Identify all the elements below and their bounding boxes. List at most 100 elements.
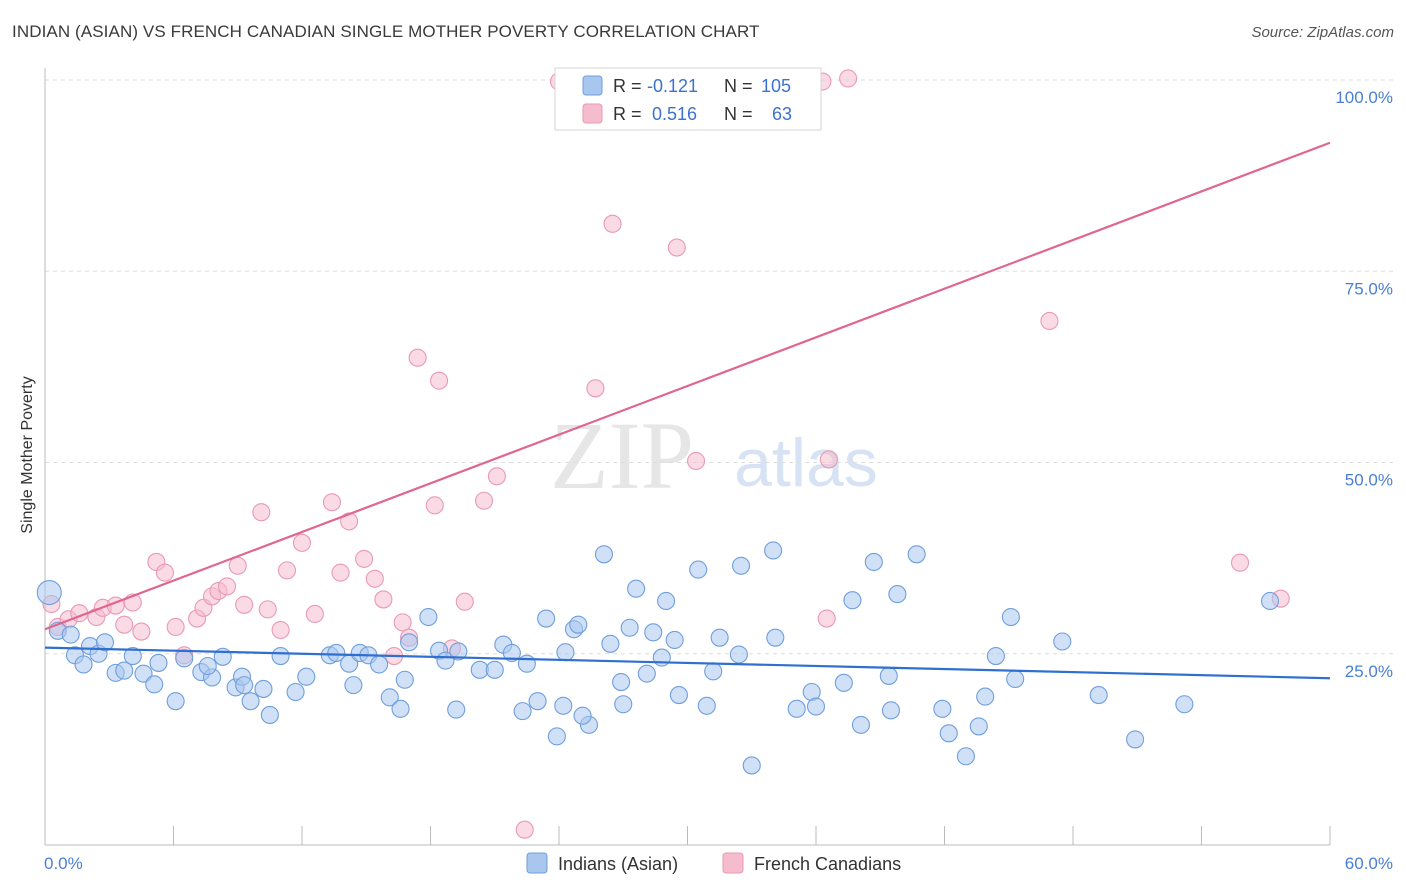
- point-indians-asian: [419, 607, 438, 627]
- point-indians-asian: [1053, 632, 1072, 651]
- trend-lines: [44, 141, 1331, 680]
- point-indians-asian: [1260, 591, 1280, 611]
- point-indians-asian: [449, 642, 468, 661]
- y-tick-labels: 25.0% 50.0% 75.0% 100.0%: [1335, 88, 1393, 681]
- point-indians-asian: [569, 615, 588, 634]
- point-french-canadians: [1040, 311, 1059, 331]
- point-indians-asian: [502, 643, 521, 663]
- point-indians-asian: [704, 662, 723, 681]
- stats-r-label-2: R =: [613, 104, 642, 124]
- point-indians-asian: [1006, 669, 1025, 689]
- point-indians-asian: [115, 661, 134, 680]
- point-indians-asian: [614, 695, 633, 714]
- point-indians-asian: [95, 633, 115, 652]
- point-french-canadians: [487, 467, 506, 486]
- point-french-canadians: [667, 238, 686, 257]
- stats-r-value-1: -0.121: [647, 76, 698, 96]
- stats-legend-swatch-blue: [582, 75, 603, 96]
- stats-legend: R = -0.121 N = 105 R = 0.516 N = 63: [554, 67, 822, 131]
- point-indians-asian: [976, 687, 995, 706]
- point-indians-asian: [271, 646, 290, 666]
- point-french-canadians: [1231, 553, 1250, 572]
- point-french-canadians: [586, 379, 605, 398]
- point-indians-asian: [528, 692, 547, 711]
- y-tick-label: 75.0%: [1345, 279, 1393, 298]
- point-french-canadians: [115, 615, 134, 634]
- trend-line-french-canadians: [44, 141, 1331, 631]
- point-french-canadians: [365, 569, 384, 588]
- point-french-canadians: [322, 493, 342, 512]
- chart-title: INDIAN (ASIAN) VS FRENCH CANADIAN SINGLE…: [12, 22, 760, 41]
- point-indians-asian: [400, 633, 419, 652]
- point-indians-asian: [395, 670, 414, 689]
- point-indians-asian: [235, 676, 254, 695]
- point-indians-asian: [391, 699, 410, 718]
- point-french-canadians: [603, 214, 622, 233]
- point-french-canadians: [132, 622, 151, 641]
- point-french-canadians: [228, 556, 247, 575]
- point-indians-asian: [286, 682, 305, 702]
- point-indians-asian: [986, 646, 1005, 666]
- point-indians-asian: [729, 645, 748, 664]
- point-indians-asian: [36, 579, 62, 606]
- point-indians-asian: [864, 552, 883, 572]
- point-french-canadians: [839, 69, 858, 88]
- point-french-canadians: [455, 592, 474, 611]
- point-indians-asian: [556, 643, 575, 662]
- point-indians-asian: [907, 545, 926, 564]
- point-french-canadians: [515, 820, 534, 839]
- point-indians-asian: [851, 715, 871, 734]
- point-indians-asian: [517, 654, 536, 673]
- point-french-canadians: [425, 496, 444, 515]
- point-french-canadians: [393, 613, 412, 632]
- point-indians-asian: [297, 667, 316, 686]
- point-indians-asian: [594, 545, 614, 564]
- point-indians-asian: [766, 628, 785, 647]
- bottom-legend: Indians (Asian) French Canadians: [526, 852, 901, 874]
- point-indians-asian: [513, 702, 532, 721]
- point-indians-asian: [198, 656, 217, 676]
- point-indians-asian: [1089, 686, 1108, 705]
- stats-legend-swatch-pink: [582, 103, 603, 124]
- point-indians-asian: [881, 701, 901, 720]
- point-indians-asian: [547, 727, 566, 746]
- point-indians-asian: [627, 579, 646, 598]
- y-tick-label: 100.0%: [1335, 88, 1393, 107]
- point-indians-asian: [787, 699, 806, 718]
- point-indians-asian: [665, 630, 684, 650]
- point-french-canadians: [155, 563, 174, 582]
- point-french-canadians: [819, 450, 838, 469]
- source-label: Source: ZipAtlas.com: [1251, 24, 1394, 41]
- point-french-canadians: [474, 491, 494, 510]
- point-french-canadians: [355, 549, 374, 568]
- point-french-canadians: [292, 533, 312, 552]
- axes: [44, 68, 1331, 846]
- point-indians-asian: [61, 625, 80, 644]
- point-french-canadians: [217, 577, 237, 596]
- stats-n-label-2: N =: [724, 104, 753, 124]
- point-indians-asian: [620, 618, 639, 637]
- point-french-canadians: [687, 451, 706, 471]
- point-indians-asian: [710, 628, 729, 647]
- point-french-canadians: [430, 371, 449, 390]
- point-indians-asian: [843, 591, 862, 610]
- point-french-canadians: [374, 590, 393, 609]
- watermark-zip: ZIP: [550, 402, 694, 509]
- point-french-canadians: [305, 604, 324, 624]
- point-indians-asian: [731, 556, 751, 575]
- point-indians-asian: [254, 679, 273, 698]
- point-indians-asian: [689, 560, 708, 579]
- point-indians-asian: [166, 692, 185, 711]
- point-indians-asian: [644, 623, 663, 642]
- legend-swatch-indians-asian: [526, 852, 548, 874]
- point-french-canadians: [408, 348, 427, 367]
- point-french-canadians: [235, 595, 254, 614]
- trend-line-indians-asian: [44, 646, 1331, 680]
- point-indians-asian: [1175, 695, 1194, 714]
- point-indians-asian: [370, 655, 389, 674]
- point-indians-asian: [241, 692, 260, 711]
- stats-n-value-2: 63: [772, 104, 792, 124]
- point-french-canadians: [340, 512, 359, 531]
- point-indians-asian: [969, 717, 988, 736]
